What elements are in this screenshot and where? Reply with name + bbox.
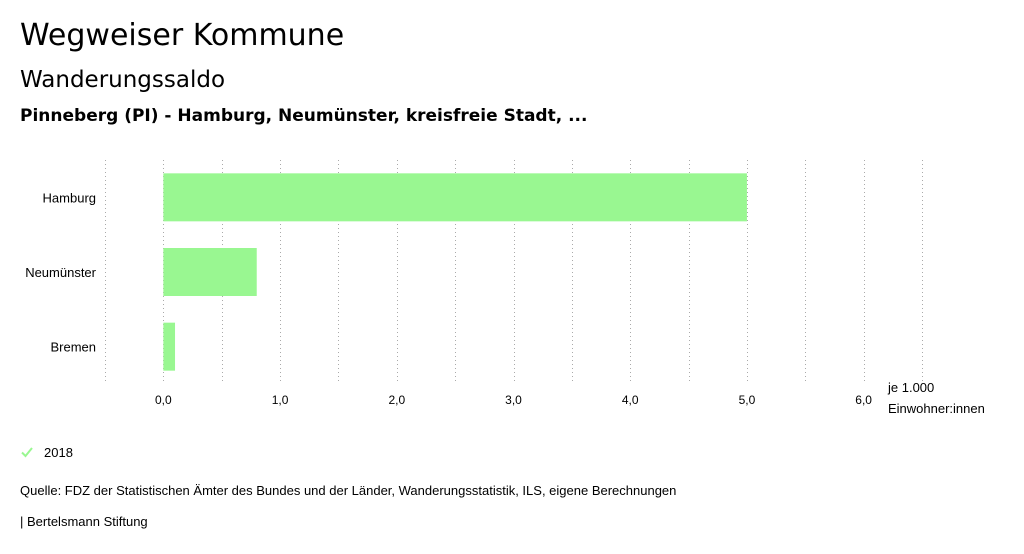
bar-hamburg	[163, 173, 747, 222]
credit-note: | Bertelsmann Stiftung	[20, 514, 148, 529]
x-tick-label: 2,0	[388, 393, 405, 407]
x-tick-label: 4,0	[622, 393, 639, 407]
x-tick-label: 3,0	[505, 393, 522, 407]
x-tick-label: 6,0	[855, 393, 872, 407]
bar-neumünster	[163, 248, 257, 296]
region-label: Pinneberg (PI) - Hamburg, Neumünster, kr…	[20, 106, 588, 126]
chart-subtitle: Wanderungssaldo	[20, 67, 226, 93]
category-label: Hamburg	[43, 190, 96, 205]
check-icon	[21, 447, 33, 458]
unit-label: Einwohner:innen	[888, 401, 985, 416]
x-tick-label: 5,0	[739, 393, 756, 407]
source-note: Quelle: FDZ der Statistischen Ämter des …	[20, 483, 677, 498]
category-label: Neumünster	[25, 265, 96, 280]
legend-label: 2018	[44, 444, 73, 460]
x-tick-label: 0,0	[155, 393, 172, 407]
bar-chart: Hamburg Neumünster Bremen 0,0 1,0 2,0 3,0 4,0 5,…	[25, 160, 985, 416]
bars	[163, 173, 747, 371]
bar-bremen	[163, 322, 176, 371]
category-label: Bremen	[50, 340, 96, 355]
legend-item-2018[interactable]: 2018	[20, 442, 73, 462]
axis-labels: Hamburg Neumünster Bremen 0,0 1,0 2,0 3,0 4,0 5,…	[25, 190, 985, 416]
unit-label: je 1.000	[887, 380, 934, 395]
chart-title: Wegweiser Kommune	[20, 18, 345, 53]
x-tick-label: 1,0	[272, 393, 289, 407]
